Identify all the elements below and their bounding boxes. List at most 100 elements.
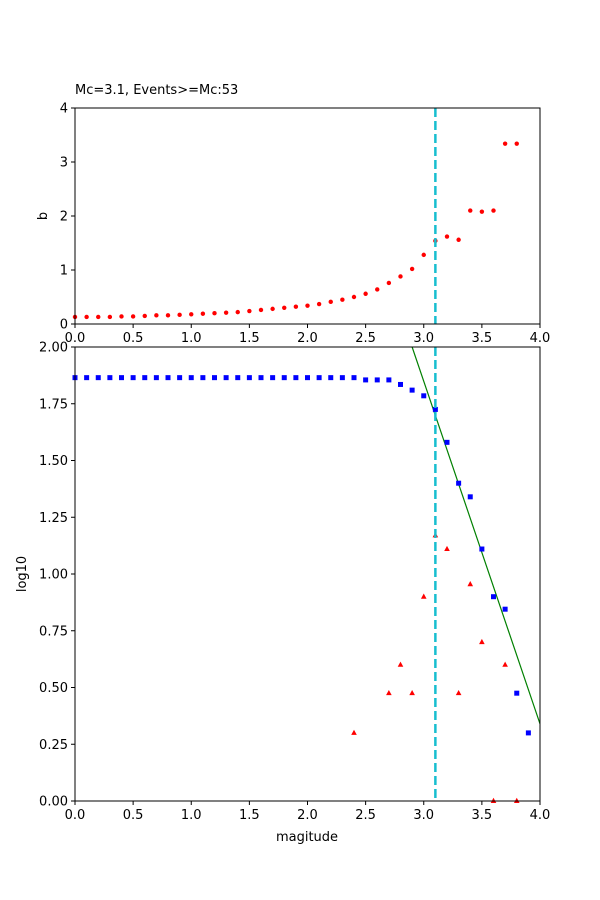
y-axis-label-log10: log10 bbox=[15, 556, 30, 592]
noncumulative-point bbox=[502, 661, 508, 667]
b-value-point bbox=[375, 287, 380, 292]
cumulative-point bbox=[270, 375, 276, 381]
y-axis-label-b: b bbox=[36, 212, 51, 220]
cumulative-point bbox=[351, 375, 357, 381]
cumulative-point bbox=[328, 375, 334, 381]
top-x-tick-label: 2.0 bbox=[297, 331, 318, 346]
cumulative-point bbox=[374, 377, 380, 383]
b-value-point bbox=[154, 313, 159, 318]
bottom-x-tick-label: 4.0 bbox=[530, 808, 551, 823]
b-value-point bbox=[305, 303, 310, 308]
b-value-point bbox=[491, 208, 496, 213]
cumulative-point bbox=[305, 375, 310, 381]
b-value-point bbox=[293, 304, 299, 309]
cumulative-point bbox=[212, 375, 217, 381]
bottom-x-tick-label: 3.5 bbox=[472, 808, 493, 823]
b-value-point bbox=[142, 313, 147, 319]
cumulative-point bbox=[258, 375, 264, 381]
b-value-point bbox=[130, 314, 136, 319]
bottom-y-tick-label: 0.25 bbox=[39, 738, 68, 753]
cumulative-point bbox=[177, 375, 183, 381]
cumulative-point bbox=[188, 375, 194, 381]
cumulative-point bbox=[119, 375, 124, 381]
noncumulative-point bbox=[455, 689, 462, 696]
bottom-y-tick-label: 1.00 bbox=[39, 568, 68, 583]
frequency-magnitude-panel: magitude log10 0.0 0.5 1.0 1.5 2.0 2.5 3.0 3.5 4… bbox=[15, 341, 550, 846]
cumulative-point bbox=[235, 375, 241, 381]
b-value-point bbox=[212, 311, 217, 316]
b-value-point bbox=[177, 312, 182, 318]
chart-title: Mc=3.1, Events>=Mc:53 bbox=[75, 83, 238, 98]
x-axis-label-magnitude: magitude bbox=[276, 830, 338, 845]
cumulative-point bbox=[281, 375, 287, 381]
top-y-tick-label: 2 bbox=[60, 210, 68, 225]
top-y-tick-label: 0 bbox=[60, 318, 68, 333]
bottom-y-tick-label: 1.75 bbox=[39, 397, 68, 412]
b-value-point bbox=[514, 141, 519, 146]
top-x-tick-label: 0.0 bbox=[65, 331, 86, 346]
b-value-point bbox=[409, 266, 415, 272]
cumulative-point bbox=[409, 387, 415, 393]
b-value-point bbox=[316, 301, 322, 307]
noncumulative-point bbox=[409, 689, 415, 696]
cumulative-point bbox=[95, 375, 101, 381]
bottom-y-tick-label: 2.00 bbox=[39, 341, 68, 356]
cumulative-point bbox=[398, 381, 403, 387]
b-value-point bbox=[456, 237, 461, 242]
cumulative-point bbox=[479, 546, 485, 552]
cumulative-point bbox=[421, 393, 427, 399]
noncumulative-point bbox=[479, 638, 485, 645]
bottom-y-tick-label: 1.50 bbox=[39, 454, 68, 469]
top-y-tick-label: 1 bbox=[60, 264, 68, 279]
b-value-panel: Mc=3.1, Events>=Mc:53 b 0.0 0.5 1.0 1.5 2.0 2… bbox=[36, 83, 550, 346]
cumulative-point bbox=[502, 606, 508, 612]
bottom-y-tick-label: 0.00 bbox=[39, 795, 68, 810]
bottom-x-tick-label: 1.5 bbox=[239, 808, 260, 823]
cumulative-point bbox=[165, 375, 171, 381]
b-value-point bbox=[200, 311, 206, 316]
noncumulative-point bbox=[420, 593, 427, 599]
top-x-tick-label: 3.5 bbox=[472, 331, 493, 346]
b-value-point bbox=[223, 310, 229, 315]
b-value-point bbox=[351, 294, 357, 300]
cumulative-point bbox=[456, 480, 462, 486]
b-value-point bbox=[363, 291, 368, 296]
cumulative-point bbox=[491, 594, 496, 600]
b-value-point bbox=[84, 314, 89, 320]
bottom-y-tick-label: 1.25 bbox=[39, 511, 68, 526]
cumulative-point bbox=[444, 439, 450, 445]
b-value-point bbox=[235, 309, 240, 315]
cumulative-point bbox=[153, 375, 159, 381]
b-value-point bbox=[96, 314, 101, 320]
cumulative-point bbox=[223, 375, 229, 381]
top-y-tick-label: 3 bbox=[60, 156, 68, 171]
bottom-plot-frame bbox=[74, 346, 541, 802]
noncumulative-point bbox=[351, 729, 357, 735]
cumulative-point bbox=[432, 406, 438, 412]
cumulative-point bbox=[142, 375, 148, 381]
cumulative-point bbox=[107, 375, 113, 381]
cumulative-point bbox=[293, 375, 299, 381]
bottom-y-tick-label: 0.50 bbox=[39, 681, 68, 696]
noncumulative-point bbox=[386, 689, 392, 696]
cumulative-point bbox=[200, 375, 206, 381]
b-value-point bbox=[282, 305, 287, 310]
bottom-x-tick-label: 2.5 bbox=[355, 808, 376, 823]
b-value-point bbox=[119, 314, 124, 319]
noncumulative-point bbox=[490, 797, 497, 803]
noncumulative-point bbox=[444, 545, 450, 552]
b-value-point bbox=[468, 208, 473, 213]
b-value-point bbox=[270, 306, 275, 312]
b-value-point bbox=[421, 252, 426, 258]
top-plot-frame bbox=[74, 107, 541, 325]
b-value-point bbox=[258, 307, 264, 313]
fit-line bbox=[411, 347, 540, 725]
top-x-tick-label: 1.5 bbox=[239, 331, 260, 346]
top-x-tick-label: 0.5 bbox=[123, 331, 144, 346]
cumulative-point bbox=[246, 375, 252, 381]
b-value-point bbox=[165, 313, 171, 318]
cumulative-point bbox=[525, 730, 531, 736]
b-value-point bbox=[340, 297, 345, 302]
bottom-x-tick-label: 3.0 bbox=[413, 808, 434, 823]
top-x-tick-label: 1.0 bbox=[181, 331, 202, 346]
